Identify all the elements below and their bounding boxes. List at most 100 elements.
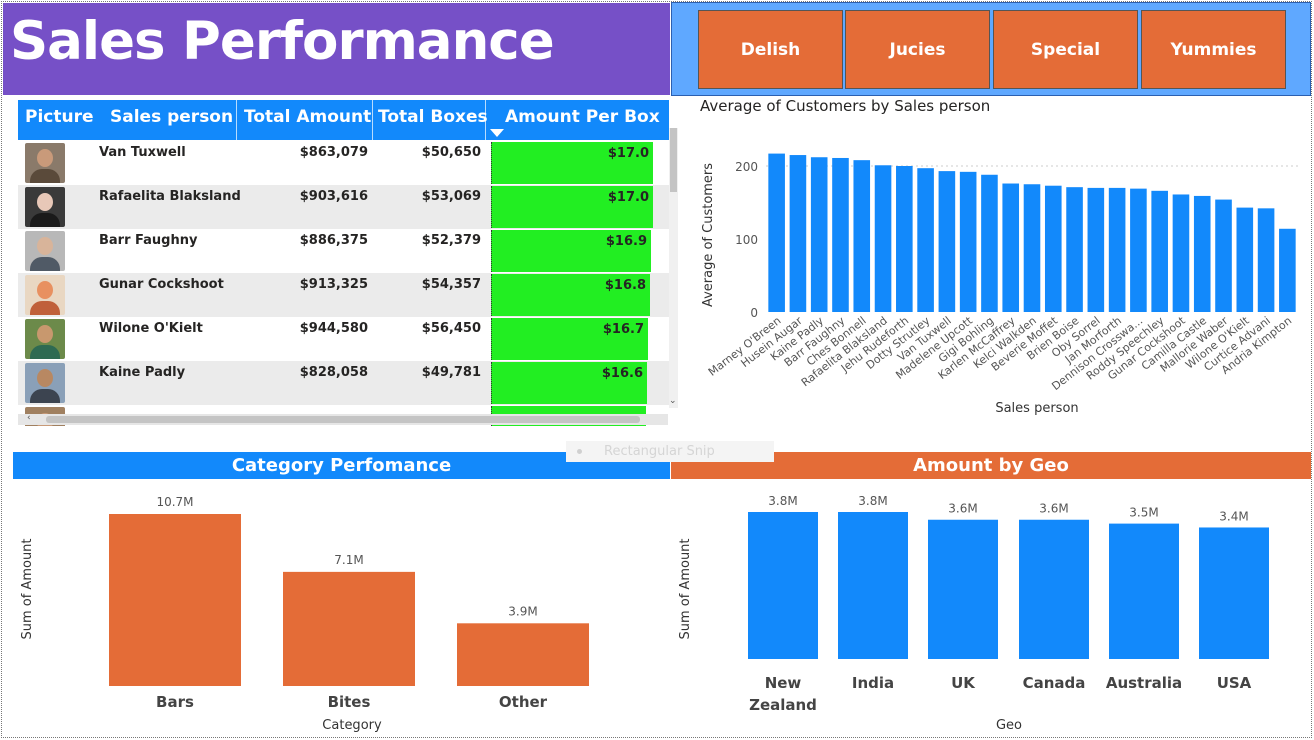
column-header-amount-per-box[interactable]: Amount Per Box [505, 107, 660, 127]
column-divider [236, 100, 237, 140]
bar [1199, 527, 1269, 659]
sales-person-name: Van Tuxwell [99, 145, 186, 160]
title-banner: Sales Performance [3, 3, 670, 95]
column-divider [485, 100, 486, 140]
product-slicer: Delish Jucies Special Yummies [671, 2, 1311, 96]
bar [928, 519, 998, 659]
sales-person-name: Kaine Padly [99, 365, 186, 380]
sales-person-name: Barr Faughny [99, 233, 198, 248]
amount-per-box: $16.7 [602, 322, 644, 337]
avatar [25, 187, 65, 227]
avatar [25, 231, 65, 271]
table-row[interactable]: Barr Faughny $886,375 $52,379 $16.9 [18, 229, 669, 273]
amount-per-box-bar: $16.6 [491, 362, 647, 404]
x-tick-label: USA [1217, 674, 1252, 692]
total-amount: $903,616 [299, 189, 368, 204]
table-row[interactable]: Kaine Padly $828,058 $49,781 $16.6 [18, 361, 669, 405]
slicer-button-delish[interactable]: Delish [698, 10, 843, 89]
amount-by-geo-chart: 3.8M New Zealand 3.8M India 3.6M UK 3.6M Canada 3… [678, 494, 1269, 733]
scroll-left-icon[interactable]: ‹ [27, 413, 31, 423]
total-boxes: $53,069 [421, 189, 481, 204]
data-label: 3.9M [508, 604, 537, 618]
amount-per-box-bar: $16.9 [491, 230, 651, 272]
total-amount: $863,079 [299, 145, 368, 160]
total-boxes: $54,357 [421, 277, 481, 292]
avatar [25, 363, 65, 403]
amount-per-box-bar: $17.0 [491, 186, 653, 228]
customers-chart-title: Average of Customers by Sales person [700, 97, 991, 115]
x-axis-label: Sales person [995, 401, 1078, 416]
bar [1109, 523, 1179, 659]
scroll-down-icon[interactable]: ⌄ [669, 396, 677, 406]
x-tick-label: Bites [328, 693, 371, 711]
total-amount: $944,580 [299, 321, 368, 336]
bar [1066, 187, 1083, 312]
bar [1151, 190, 1168, 312]
total-boxes: $49,781 [421, 365, 481, 380]
total-boxes: $50,650 [421, 145, 481, 160]
category-performance-chart: 10.7M Bars 7.1M Bites 3.9M Other Sum of Amount… [20, 495, 589, 733]
data-label: 3.6M [1039, 502, 1068, 516]
data-label: 3.6M [948, 502, 977, 516]
table-horizontal-scrollbar[interactable]: ‹ [18, 413, 668, 425]
slicer-button-jucies[interactable]: Jucies [845, 10, 990, 89]
category-section-header: Category Perfomance [13, 452, 670, 479]
x-tick-label: New [765, 674, 802, 692]
bar [838, 512, 908, 659]
bar [853, 160, 871, 312]
amount-per-box-bar: $16.8 [491, 274, 650, 316]
amount-per-box-bar: $17.0 [491, 142, 653, 184]
bar [832, 157, 849, 312]
data-label: 10.7M [156, 495, 193, 509]
scrollbar-thumb[interactable] [670, 128, 677, 192]
bar [1023, 184, 1041, 312]
sort-descending-icon[interactable] [490, 129, 504, 137]
x-tick-label: Zealand [749, 696, 817, 714]
column-header-total-amount[interactable]: Total Amount [244, 107, 372, 127]
total-amount: $886,375 [299, 233, 368, 248]
y-tick-label: 0 [750, 306, 758, 320]
amount-per-box: $16.8 [604, 278, 646, 293]
table-row[interactable]: Rafaelita Blaksland $903,616 $53,069 $17… [18, 185, 669, 229]
total-amount: $828,058 [299, 365, 368, 380]
table-row[interactable]: Wilone O'Kielt $944,580 $56,450 $16.7 [18, 317, 669, 361]
column-divider [372, 100, 373, 140]
bar [109, 514, 241, 686]
sales-person-name: Wilone O'Kielt [99, 321, 203, 336]
table-vertical-scrollbar[interactable] [669, 128, 678, 408]
scrollbar-thumb[interactable] [46, 416, 640, 423]
bar [1044, 185, 1062, 312]
bar [457, 623, 589, 686]
bar [981, 174, 998, 312]
x-tick-label: Other [499, 693, 548, 711]
column-header-total-boxes[interactable]: Total Boxes [378, 107, 488, 127]
table-row[interactable]: Gunar Cockshoot $913,325 $54,357 $16.8 [18, 273, 669, 317]
data-label: 3.8M [768, 494, 797, 508]
slicer-button-special[interactable]: Special [993, 10, 1138, 89]
total-amount: $913,325 [299, 277, 368, 292]
y-tick-label: 200 [735, 160, 758, 174]
total-boxes: $56,450 [421, 321, 481, 336]
x-tick-label: Bars [156, 693, 194, 711]
bar [938, 171, 956, 312]
y-axis-label: Sum of Amount [678, 538, 693, 639]
x-axis-label: Geo [996, 718, 1022, 733]
bar [1019, 519, 1089, 659]
slicer-button-yummies[interactable]: Yummies [1141, 10, 1286, 89]
sales-person-name: Gunar Cockshoot [99, 277, 224, 292]
column-header-sales-person[interactable]: Sales person [110, 107, 234, 127]
bar [917, 168, 934, 312]
snip-icon [577, 449, 582, 454]
table-row[interactable]: Van Tuxwell $863,079 $50,650 $17.0 [18, 141, 669, 185]
avatar [25, 275, 65, 315]
bar [1087, 187, 1105, 312]
column-header-picture[interactable]: Picture [25, 107, 94, 127]
bar [959, 171, 977, 312]
sales-person-table: Picture Sales person Total Amount Total … [18, 100, 670, 426]
bar [874, 165, 892, 312]
x-tick-label: Australia [1106, 674, 1182, 692]
x-tick-label: India [852, 674, 894, 692]
x-tick-label: Canada [1023, 674, 1086, 692]
bar [1172, 194, 1190, 312]
